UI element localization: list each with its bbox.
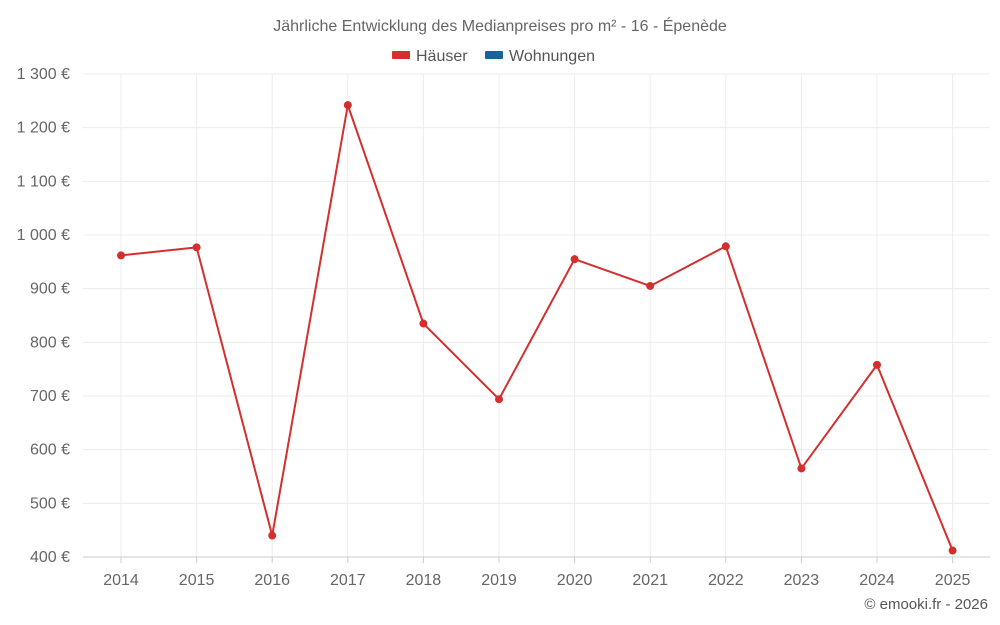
data-point[interactable] — [495, 395, 503, 404]
x-tick-label: 2025 — [935, 572, 971, 589]
y-tick-label: 800 € — [30, 334, 70, 351]
y-tick-label: 900 € — [30, 281, 70, 298]
x-tick-label: 2021 — [632, 572, 668, 589]
legend-label-apartments: Wohnungen — [509, 48, 595, 65]
data-point[interactable] — [570, 255, 579, 264]
legend: Häuser Wohnungen — [392, 48, 595, 65]
data-point[interactable] — [873, 360, 881, 369]
x-tick-label: 2015 — [179, 572, 215, 589]
legend-item-apartments[interactable]: Wohnungen — [485, 48, 595, 65]
y-tick-label: 1 100 € — [17, 173, 70, 190]
legend-item-houses[interactable]: Häuser — [392, 48, 468, 65]
y-tick-label: 600 € — [30, 442, 70, 459]
data-point[interactable] — [646, 281, 655, 290]
series-line-0 — [120, 104, 954, 551]
data-point[interactable] — [419, 319, 428, 328]
series-layer — [117, 101, 957, 555]
x-tick-label: 2019 — [481, 572, 517, 589]
y-tick-label: 500 € — [30, 495, 70, 512]
x-tick-label: 2024 — [859, 572, 895, 589]
data-point[interactable] — [721, 242, 730, 251]
x-tick-label: 2014 — [103, 572, 139, 589]
x-tick-label: 2017 — [330, 572, 366, 589]
y-tick-label: 700 € — [30, 388, 70, 405]
legend-label-houses: Häuser — [416, 48, 468, 65]
data-point[interactable] — [117, 251, 125, 260]
x-tick-label: 2016 — [254, 572, 290, 589]
y-tick-label: 1 000 € — [17, 227, 70, 244]
x-tick-label: 2023 — [784, 572, 820, 589]
data-point[interactable] — [797, 464, 806, 473]
x-tick-label: 2020 — [557, 572, 593, 589]
y-axis: 400 € 500 € 600 € 700 € 800 € 900 € 1 000 € 1 1… — [17, 66, 70, 566]
data-point[interactable] — [948, 546, 957, 555]
legend-swatch-apartments — [485, 51, 503, 59]
y-tick-label: 400 € — [30, 549, 70, 566]
x-tick-label: 2022 — [708, 572, 744, 589]
data-point[interactable] — [192, 243, 201, 252]
x-axis: 2014 2015 2016 2017 2018 2019 2020 2021 2022 2023… — [83, 556, 990, 589]
copyright-notice: © emooki.fr - 2026 — [864, 596, 988, 613]
data-point[interactable] — [343, 101, 352, 110]
grid — [83, 73, 990, 558]
y-tick-label: 1 200 € — [17, 120, 70, 137]
x-tick-label: 2018 — [406, 572, 442, 589]
data-point[interactable] — [268, 531, 277, 540]
chart-title: Jährliche Entwicklung des Medianpreises … — [273, 16, 727, 35]
legend-swatch-houses — [392, 51, 410, 59]
y-tick-label: 1 300 € — [17, 66, 70, 83]
